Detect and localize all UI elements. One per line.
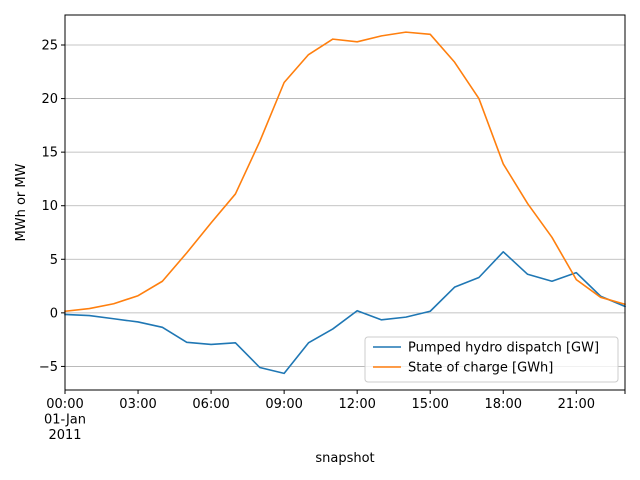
x-tick-label: 09:00 <box>265 397 302 412</box>
y-axis-ticks: −5 0 5 10 15 20 25 <box>39 39 65 375</box>
x-axis-label: snapshot <box>315 451 374 466</box>
series-line-1 <box>64 250 627 375</box>
x-tick-label: 12:00 <box>338 397 375 412</box>
x-tick-label: 03:00 <box>119 397 156 412</box>
legend-box <box>364 336 619 383</box>
x-tick-label: 00:00 01-Jan 2011 <box>44 397 86 443</box>
series-lines <box>64 31 627 375</box>
x-tick-label: 21:00 <box>558 397 595 412</box>
y-tick-label: 25 <box>41 39 58 54</box>
y-gridlines <box>65 44 625 367</box>
y-tick-label: 5 <box>50 253 58 268</box>
x-tick-label: 18:00 <box>485 397 522 412</box>
legend-entry-label: Pumped hydro dispatch [GW] <box>408 341 599 356</box>
x-axis-ticks: 00:00 01-Jan 2011 03:00 06:00 09:00 12:00 15:00… <box>44 390 626 443</box>
y-tick-label: 20 <box>41 92 58 107</box>
y-tick-label: 15 <box>41 146 58 161</box>
legend: Pumped hydro dispatch [GW] State of charg… <box>364 336 619 383</box>
y-tick-label: −5 <box>39 360 58 375</box>
series-line-2 <box>64 31 626 313</box>
y-axis-label: MWh or MW <box>14 163 29 241</box>
x-tick-label: 15:00 <box>411 397 448 412</box>
plot-frame <box>64 14 626 391</box>
y-tick-label: 0 <box>50 306 58 321</box>
y-tick-label: 10 <box>41 199 58 214</box>
legend-entry-label: State of charge [GWh] <box>408 361 553 376</box>
x-tick-label: 06:00 <box>192 397 229 412</box>
